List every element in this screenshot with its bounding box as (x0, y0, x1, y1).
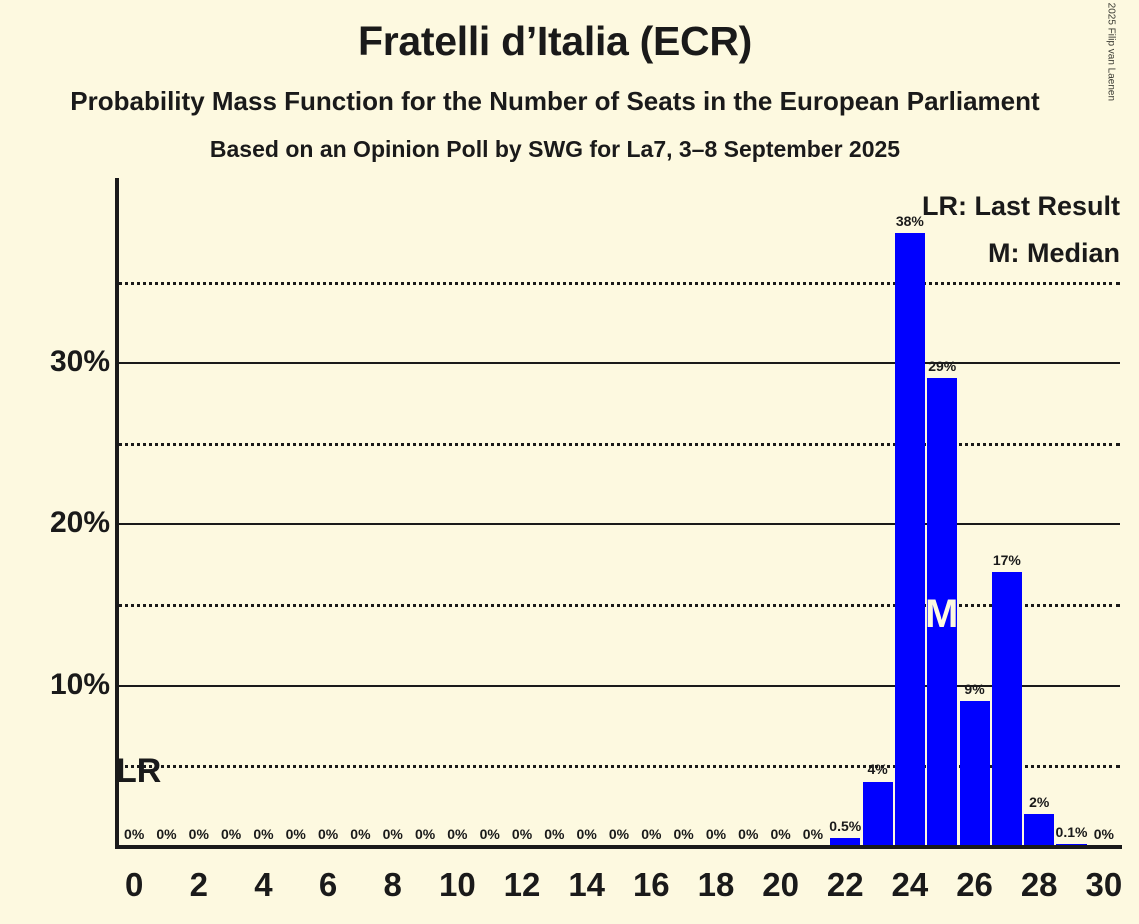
bar-value-label: 0.1% (1055, 824, 1088, 841)
bar-value-label: 0% (608, 826, 630, 842)
plot-area: 0% 0% 0% 0% 0% 0% 0% 0% 0% 0% 0% 0% 0% 0% 0% 0% 0% 0% 0% 0%… (118, 180, 1120, 846)
x-axis-tick-14: 14 (568, 866, 606, 903)
x-axis-line (115, 845, 1122, 849)
bar-value-label: 0% (350, 826, 371, 842)
last-result-marker: LR (116, 752, 162, 790)
bar-value-label: 0% (1093, 826, 1114, 842)
bar-value-label: 0% (188, 826, 209, 842)
x-axis-tick-26: 26 (956, 866, 993, 903)
bar (830, 837, 861, 846)
bar (927, 378, 958, 846)
bar-value-label: 0% (802, 826, 824, 842)
x-axis-tick-10: 10 (439, 866, 476, 903)
y-axis-tick-10: 10% (49, 667, 110, 701)
bar-value-label: 9% (964, 680, 985, 697)
bar-value-label: 17% (992, 551, 1021, 568)
page-title: Fratelli d’Italia (ECR) (357, 18, 753, 64)
bar-value-label: 29% (928, 358, 957, 375)
x-axis-tick-12: 12 (503, 866, 541, 903)
bar-value-label: 0% (317, 826, 339, 842)
x-axis-tick-8: 8 (383, 866, 402, 903)
x-axis-tick-16: 16 (632, 866, 670, 903)
median-marker: M (925, 592, 959, 636)
bar-value-label: 0% (705, 826, 727, 842)
bar-value-label: 2% (1029, 793, 1050, 810)
x-axis-tick-0: 0 (124, 866, 144, 903)
x-axis-tick-2: 2 (189, 866, 208, 903)
x-axis-tick-30: 30 (1085, 866, 1123, 903)
x-axis-tick-labels: 0 2 4 6 8 10 12 14 16 18 20 22 24 26 28 30 (118, 866, 1123, 916)
x-axis-tick-4: 4 (254, 866, 273, 903)
bar (959, 700, 990, 846)
y-axis-tick-labels: 10% 20% 30% (0, 180, 110, 846)
x-axis-tick-20: 20 (762, 866, 799, 903)
bar-value-label: 0% (124, 826, 145, 842)
y-axis-tick-20: 20% (49, 506, 110, 540)
bar (894, 233, 925, 846)
bar-value-label: 0.5% (829, 817, 862, 834)
gridline-dotted-15 (118, 604, 1120, 608)
copyright-notice: © 2025 Filip van Laenen (1105, 0, 1117, 102)
y-axis-line (115, 178, 119, 848)
bar-value-label: 0% (641, 826, 662, 842)
gridline-dotted-5 (118, 765, 1120, 769)
bar-value-label: 0% (544, 826, 565, 842)
bar (991, 571, 1022, 846)
y-axis-tick-30: 30% (49, 345, 110, 379)
gridline-dotted-25 (118, 442, 1120, 446)
bar-value-label: 0% (253, 826, 274, 842)
gridline-solid-20 (118, 523, 1120, 526)
x-axis-tick-22: 22 (826, 866, 864, 903)
bar-value-label: 0% (414, 826, 436, 842)
bar-value-label: 0% (285, 826, 306, 842)
chart-source-subtitle: Based on an Opinion Poll by SWG for La7,… (209, 136, 901, 162)
chart-legend: LR: Last Result M: Median (922, 183, 1120, 278)
bar-value-label: 0% (156, 826, 177, 842)
gridline-dotted-35 (118, 281, 1120, 285)
bar-value-label: 0% (382, 826, 403, 842)
bar-value-label: 0% (770, 826, 791, 842)
bar-value-label: 0% (576, 826, 597, 842)
bar-value-label: 4% (867, 761, 888, 778)
bar-value-label: 0% (447, 826, 468, 842)
bar-value-label: 0% (479, 826, 500, 842)
x-axis-tick-18: 18 (697, 866, 735, 903)
x-axis-tick-24: 24 (891, 866, 929, 903)
gridline-solid-30 (118, 362, 1120, 365)
gridline-solid-10 (118, 684, 1120, 687)
legend-item-median: M: Median (988, 238, 1120, 269)
bar (1024, 813, 1055, 846)
bar-value-label: 0% (738, 826, 759, 842)
x-axis-tick-6: 6 (318, 866, 338, 903)
bar-value-label: 0% (673, 826, 694, 842)
legend-item-last-result: LR: Last Result (921, 191, 1120, 221)
bar-value-label: 0% (511, 826, 533, 842)
bar (862, 781, 893, 846)
chart-subtitle: Probability Mass Function for the Number… (70, 86, 1040, 116)
bar-value-label: 38% (895, 213, 924, 230)
bar-value-label: 0% (221, 826, 242, 842)
x-axis-tick-28: 28 (1020, 866, 1058, 903)
